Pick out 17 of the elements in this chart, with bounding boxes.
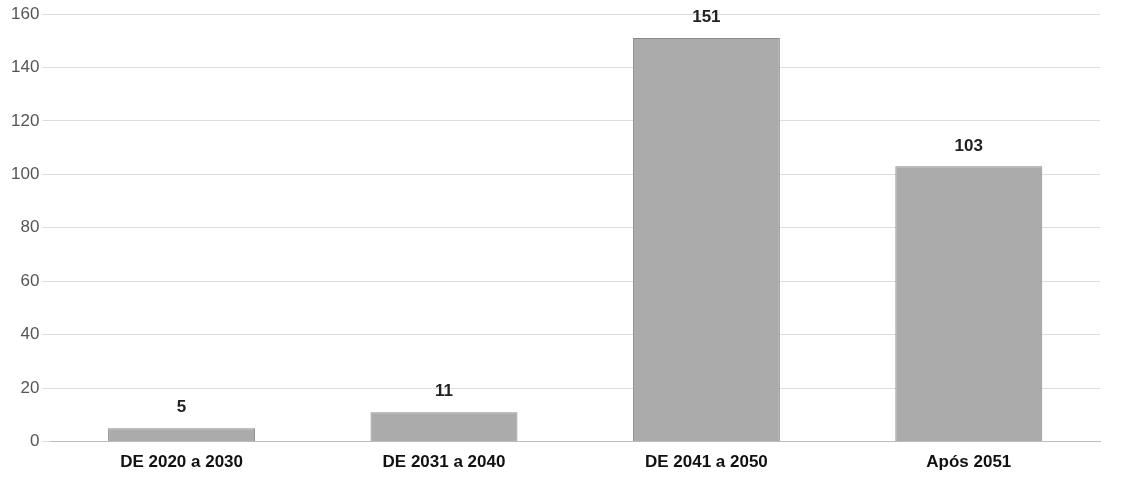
x-tick-label: DE 2041 a 2050	[644, 452, 768, 472]
x-tick-label: DE 2031 a 2040	[382, 452, 506, 472]
y-tick-label: 0	[29, 431, 40, 451]
y-tick-label: 80	[20, 217, 40, 237]
y-tick-label: 60	[20, 270, 40, 290]
data-label: 5	[176, 397, 187, 417]
x-tick-label: Após 2051	[926, 452, 1012, 472]
data-label: 11	[434, 381, 453, 401]
y-tick-label: 120	[10, 110, 40, 130]
y-tick-label: 20	[20, 377, 40, 397]
x-tick-label: DE 2020 a 2030	[120, 452, 244, 472]
y-tick-label: 40	[20, 324, 40, 344]
data-label: 103	[954, 135, 983, 155]
data-label: 151	[692, 7, 721, 27]
y-tick-label: 160	[10, 3, 40, 23]
y-tick-label: 100	[10, 164, 40, 184]
y-tick-label: 140	[10, 57, 40, 77]
